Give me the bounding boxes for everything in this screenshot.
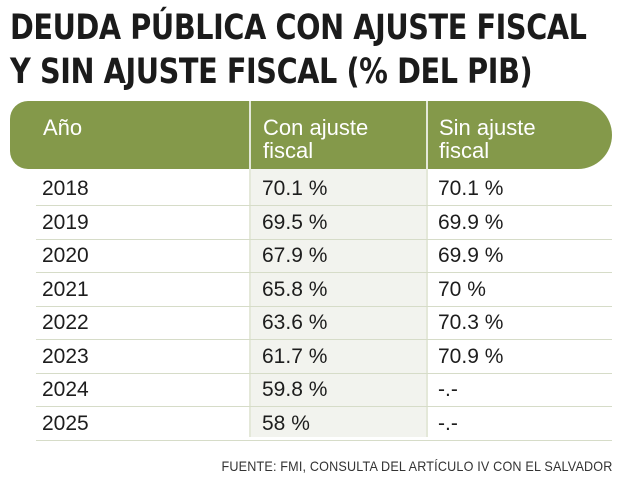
highlight-column-background: [251, 169, 427, 437]
cell-sin-ajuste: 70.3 %: [438, 311, 504, 334]
cell-con-ajuste: 63.6 %: [262, 311, 328, 334]
cell-con-ajuste: 58 %: [262, 411, 310, 435]
cell-con-ajuste: 61.7 %: [262, 344, 328, 368]
cell-year: 2020: [42, 244, 89, 267]
table-row: 2023 61.7 % 70.9 %: [36, 340, 612, 374]
table-row: 2020 67.9 % 69.9 %: [36, 239, 612, 273]
column-separator-2: [426, 101, 428, 437]
cell-con-ajuste: 67.9 %: [262, 244, 328, 267]
cell-year: 2018: [42, 177, 89, 200]
chart-title-line-2: Y SIN AJUSTE FISCAL (% DEL PIB): [10, 52, 533, 92]
cell-year: 2021: [42, 277, 89, 301]
chart-title-line-1: DEUDA PÚBLICA CON AJUSTE FISCAL: [10, 8, 587, 48]
header-con-ajuste-line-1: Con ajuste: [263, 115, 369, 140]
table-header: Año Con ajuste fiscal Sin ajuste fiscal: [10, 101, 612, 169]
table-row: 2024 59.8 % -.-: [36, 373, 612, 407]
chart-title: DEUDA PÚBLICA CON AJUSTE FISCAL Y SIN AJ…: [10, 6, 587, 94]
table-row: 2018 70.1 % 70.1 %: [36, 172, 612, 206]
table-row: 2025 58 % -.-: [36, 407, 612, 441]
source-note: FUENTE: FMI, CONSULTA DEL ARTÍCULO IV CO…: [221, 458, 613, 474]
cell-con-ajuste: 70.1 %: [262, 177, 328, 200]
header-year: Año: [43, 116, 82, 139]
header-sin-ajuste-line-2: fiscal: [439, 138, 490, 163]
cell-sin-ajuste: 69.9 %: [438, 244, 504, 267]
header-con-ajuste-line-2: fiscal: [263, 138, 314, 163]
cell-sin-ajuste: 70 %: [438, 277, 486, 301]
cell-sin-ajuste: 70.9 %: [438, 344, 504, 368]
cell-con-ajuste: 69.5 %: [262, 210, 328, 234]
cell-con-ajuste: 65.8 %: [262, 277, 328, 301]
cell-sin-ajuste: 70.1 %: [438, 177, 504, 200]
header-year-line-1: Año: [43, 115, 83, 140]
cell-sin-ajuste: -.-: [438, 378, 458, 401]
header-sin-ajuste-line-1: Sin ajuste: [439, 115, 536, 140]
table-row: 2019 69.5 % 69.9 %: [36, 206, 612, 240]
cell-sin-ajuste: -.-: [438, 411, 458, 435]
header-sin-ajuste: Sin ajuste fiscal: [439, 116, 536, 162]
column-separator-1: [249, 101, 251, 437]
cell-year: 2022: [42, 311, 89, 334]
table-row: 2021 65.8 % 70 %: [36, 273, 612, 307]
cell-year: 2024: [42, 378, 89, 401]
cell-year: 2023: [42, 344, 89, 368]
cell-year: 2019: [42, 210, 89, 234]
cell-year: 2025: [42, 411, 89, 435]
cell-con-ajuste: 59.8 %: [262, 378, 328, 401]
cell-sin-ajuste: 69.9 %: [438, 210, 504, 234]
table-row: 2022 63.6 % 70.3 %: [36, 306, 612, 340]
header-con-ajuste: Con ajuste fiscal: [263, 116, 368, 162]
